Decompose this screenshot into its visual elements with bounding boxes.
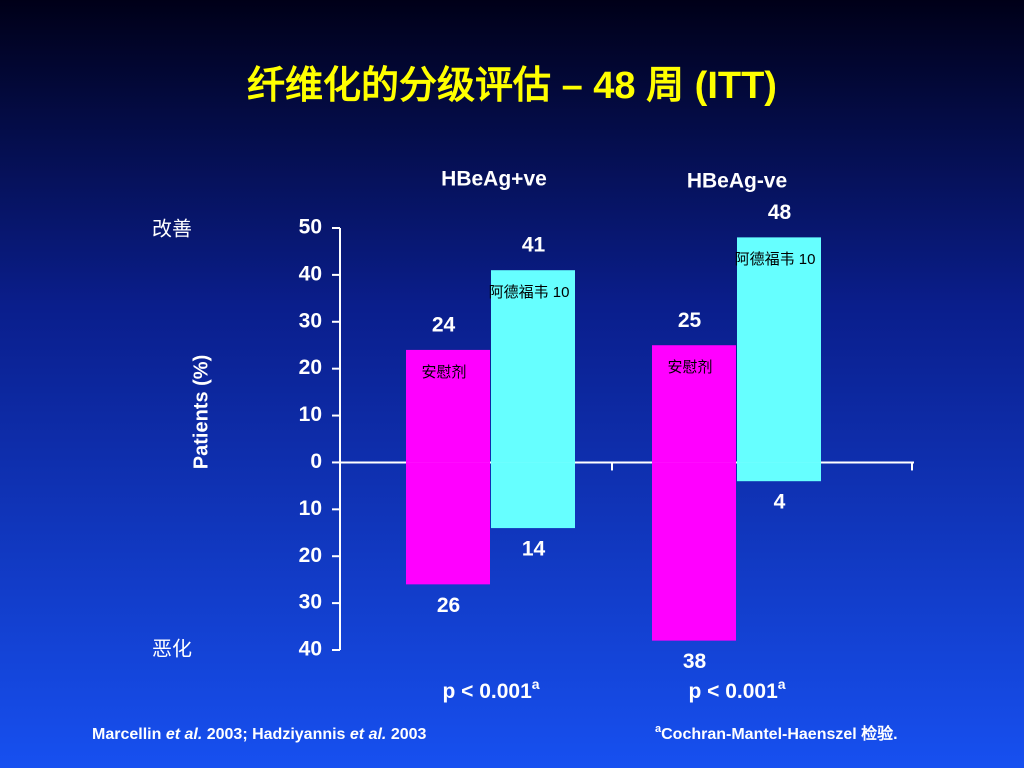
series-label: 阿德福韦 10: [488, 284, 570, 302]
value-label: 26: [437, 594, 460, 617]
p-value-text: p < 0.001: [688, 680, 778, 703]
footnote: aCochran-Mantel-Haenszel 检验.: [655, 723, 898, 743]
value-label: 41: [522, 234, 546, 257]
references: Marcellin et al. 2003; Hadziyannis et al…: [92, 726, 427, 743]
bar-down: [652, 462, 736, 641]
chart-title: 纤维化的分级评估 – 48 周 (ITT): [247, 65, 777, 107]
value-label: 14: [522, 538, 546, 561]
bar-down: [737, 462, 821, 482]
y-axis-label: Patients (%): [190, 355, 212, 469]
value-label: 38: [683, 650, 707, 673]
p-value-mark: a: [532, 676, 540, 692]
y-tick-label: 40: [299, 638, 322, 661]
group-label: HBeAg-ve: [687, 170, 787, 193]
p-value-mark: a: [778, 676, 786, 692]
reference-part: 2003: [386, 726, 426, 743]
footnote-mark: a: [655, 723, 662, 735]
bar-up: [652, 345, 736, 463]
value-label: 48: [768, 201, 792, 224]
y-tick-label: 20: [299, 356, 322, 379]
reference-part: 2003; Hadziyannis: [202, 726, 350, 743]
series-label: 安慰剂: [667, 359, 713, 377]
reference-part: et al.: [166, 726, 202, 743]
y-tick-label: 30: [299, 591, 322, 614]
y-tick-label: 10: [299, 403, 322, 426]
p-value-text: p < 0.001: [442, 680, 532, 703]
footnote-text: Cochran-Mantel-Haenszel 检验.: [661, 724, 898, 743]
bar-up: [491, 270, 575, 463]
value-label: 4: [774, 491, 786, 514]
bar-down: [406, 462, 490, 585]
y-bottom-label: 恶化: [152, 637, 192, 660]
group-label: HBeAg+ve: [441, 168, 547, 191]
y-tick-label: 50: [299, 216, 322, 239]
p-value: p < 0.001a: [442, 676, 539, 703]
bar-up: [737, 237, 821, 463]
reference-part: et al.: [350, 726, 386, 743]
y-top-label: 改善: [152, 217, 192, 240]
reference-part: Marcellin: [92, 726, 166, 743]
bar-down: [491, 462, 575, 529]
y-tick-label: 10: [299, 497, 322, 520]
value-label: 25: [678, 309, 702, 332]
y-tick-label: 30: [299, 309, 322, 332]
y-tick-label: 0: [310, 450, 322, 473]
p-value: p < 0.001a: [688, 676, 785, 703]
series-label: 阿德福韦 10: [734, 251, 816, 269]
value-label: 24: [432, 313, 456, 336]
bar-up: [406, 349, 490, 463]
y-tick-label: 20: [299, 544, 322, 567]
y-tick-label: 40: [299, 262, 322, 285]
series-label: 安慰剂: [421, 363, 467, 381]
